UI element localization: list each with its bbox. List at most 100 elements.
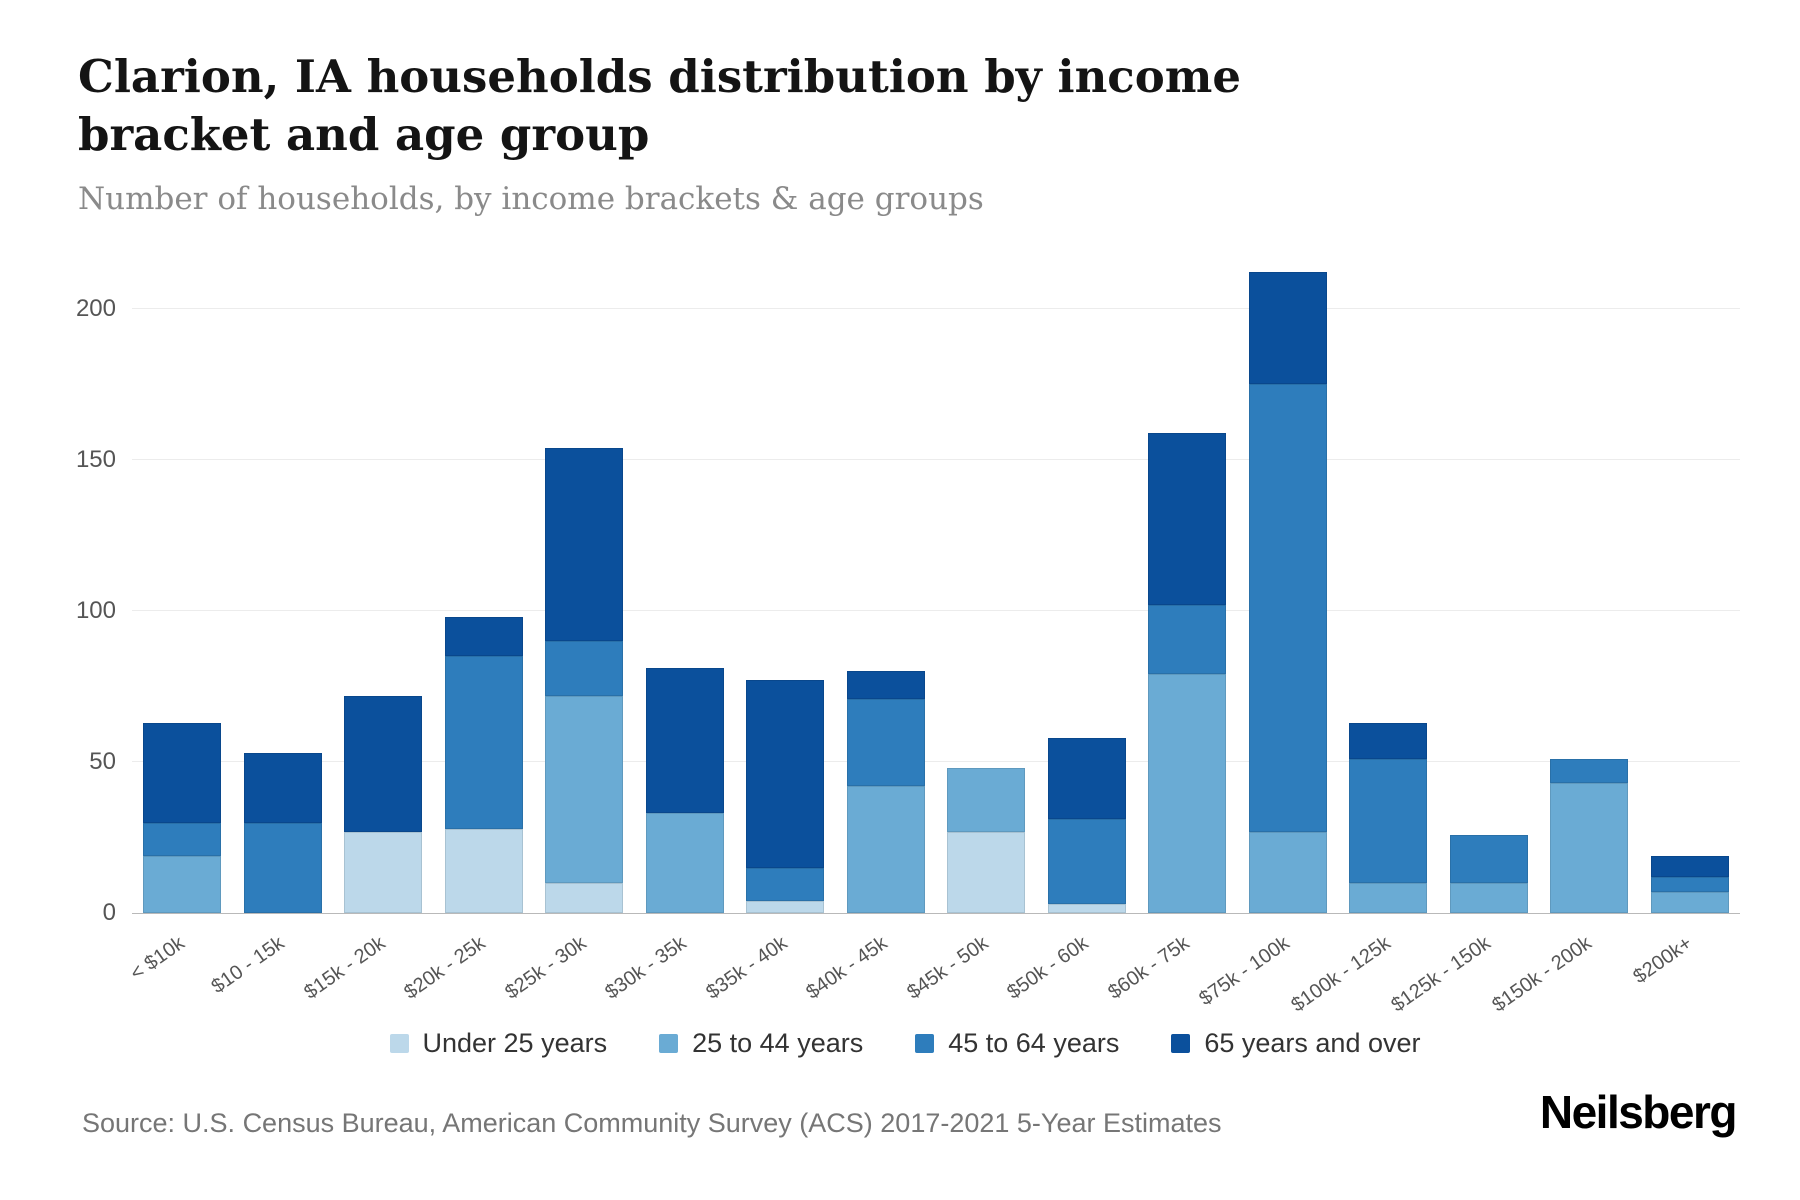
bar-segment bbox=[143, 722, 222, 823]
bar-segment bbox=[1650, 892, 1729, 914]
x-tick: < $10k bbox=[126, 914, 233, 1026]
bar-slot bbox=[333, 263, 434, 914]
bar-segment bbox=[1047, 737, 1126, 820]
bar-segment bbox=[444, 656, 523, 829]
bar-slot bbox=[1238, 263, 1339, 914]
bar-segment bbox=[545, 883, 624, 914]
gridline bbox=[132, 458, 1740, 460]
y-axis: 0 50 100 150 200 bbox=[70, 263, 132, 927]
stacked-bar bbox=[746, 680, 825, 914]
bar-segment bbox=[746, 901, 825, 914]
x-tick: $75k - 100k bbox=[1196, 914, 1339, 1026]
y-tick-label: 50 bbox=[89, 748, 116, 776]
y-tick-label: 100 bbox=[75, 596, 116, 624]
x-tick: $200k+ bbox=[1629, 914, 1741, 1026]
bar-slot bbox=[233, 263, 334, 914]
bar-segment bbox=[1047, 819, 1126, 905]
stacked-bar bbox=[1047, 737, 1126, 914]
bar-slot bbox=[1338, 263, 1439, 914]
brand-logo: Neilsberg bbox=[1539, 1086, 1738, 1139]
bar-segment bbox=[645, 668, 724, 814]
x-tick: $25k - 30k bbox=[501, 914, 635, 1026]
stacked-bar bbox=[243, 753, 322, 914]
bar-segment bbox=[947, 831, 1026, 914]
bar-segment bbox=[143, 822, 222, 856]
legend-swatch bbox=[389, 1034, 409, 1054]
bar-slot bbox=[1137, 263, 1238, 914]
bar-segment bbox=[1550, 759, 1629, 784]
bars-row bbox=[132, 263, 1741, 914]
bar-slot bbox=[1439, 263, 1540, 914]
bar-segment bbox=[846, 671, 925, 699]
bar-segment bbox=[947, 768, 1026, 832]
x-tick: $125k - 150k bbox=[1387, 914, 1540, 1026]
chart: 0 50 100 150 200 < $10k $10 - 15k $15k - 20k $2… bbox=[70, 263, 1740, 1026]
x-tick: $60k - 75k bbox=[1104, 914, 1238, 1026]
bar-segment bbox=[243, 822, 322, 914]
legend-swatch bbox=[659, 1034, 679, 1054]
legend-item: 45 to 64 years bbox=[915, 1028, 1119, 1059]
bar-segment bbox=[1349, 722, 1428, 759]
bar-segment bbox=[545, 447, 624, 642]
legend-label: 25 to 44 years bbox=[692, 1028, 864, 1059]
stacked-bar bbox=[1148, 432, 1227, 914]
legend-item: Under 25 years bbox=[389, 1028, 608, 1059]
stacked-bar bbox=[947, 768, 1026, 914]
y-tick-label: 0 bbox=[102, 899, 116, 927]
bar-segment bbox=[243, 753, 322, 823]
bar-slot bbox=[434, 263, 535, 914]
bar-segment bbox=[1449, 883, 1528, 914]
bar-slot bbox=[1640, 263, 1741, 914]
bar-segment bbox=[545, 641, 624, 696]
legend-swatch bbox=[1171, 1034, 1191, 1054]
bar-segment bbox=[645, 813, 724, 914]
bar-segment bbox=[344, 831, 423, 914]
legend-item: 65 years and over bbox=[1171, 1028, 1421, 1059]
bar-segment bbox=[846, 698, 925, 787]
bar-segment bbox=[1650, 876, 1729, 892]
stacked-bar bbox=[1349, 722, 1428, 914]
stacked-bar bbox=[344, 695, 423, 914]
bar-segment bbox=[1047, 904, 1126, 914]
stacked-bar bbox=[1248, 272, 1327, 914]
bar-slot bbox=[836, 263, 937, 914]
gridline bbox=[132, 761, 1740, 763]
bar-segment bbox=[143, 855, 222, 914]
legend-item: 25 to 44 years bbox=[659, 1028, 863, 1059]
bar-segment bbox=[1349, 883, 1428, 914]
bar-slot bbox=[132, 263, 233, 914]
x-tick: $150k - 200k bbox=[1488, 914, 1640, 1026]
source-note: Source: U.S. Census Bureau, American Com… bbox=[82, 1108, 1222, 1139]
x-tick: $40k - 45k bbox=[803, 914, 937, 1026]
legend-swatch bbox=[915, 1034, 935, 1054]
bar-segment bbox=[746, 680, 825, 868]
y-tick-label: 150 bbox=[75, 445, 116, 473]
x-tick-label: $200k+ bbox=[1628, 932, 1696, 989]
legend-label: 45 to 64 years bbox=[948, 1028, 1120, 1059]
stacked-bar bbox=[1550, 759, 1629, 914]
chart-subtitle: Number of households, by income brackets… bbox=[78, 181, 984, 218]
bar-slot bbox=[735, 263, 836, 914]
bar-segment bbox=[1248, 272, 1327, 385]
x-tick: $35k - 40k bbox=[702, 914, 836, 1026]
bar-segment bbox=[1550, 783, 1629, 914]
legend-label: 65 years and over bbox=[1204, 1028, 1421, 1059]
bar-segment bbox=[1650, 855, 1729, 877]
bar-segment bbox=[1148, 674, 1227, 914]
bar-slot bbox=[534, 263, 635, 914]
gridline bbox=[132, 609, 1740, 611]
x-tick: $15k - 20k bbox=[300, 914, 434, 1026]
bar-segment bbox=[1248, 831, 1327, 914]
bar-segment bbox=[746, 867, 825, 902]
stacked-bar bbox=[846, 671, 925, 914]
bar-segment bbox=[444, 828, 523, 914]
legend-label: Under 25 years bbox=[422, 1028, 608, 1059]
stacked-bar bbox=[645, 668, 724, 914]
bar-segment bbox=[444, 616, 523, 657]
footer: Source: U.S. Census Bureau, American Com… bbox=[70, 1085, 1740, 1139]
gridline bbox=[132, 307, 1740, 309]
x-axis: < $10k $10 - 15k $15k - 20k $20k - 25k $25k … bbox=[126, 914, 1741, 1026]
x-tick-label: < $10k bbox=[126, 932, 189, 986]
bar-segment bbox=[1449, 834, 1528, 883]
stacked-bar bbox=[143, 722, 222, 914]
